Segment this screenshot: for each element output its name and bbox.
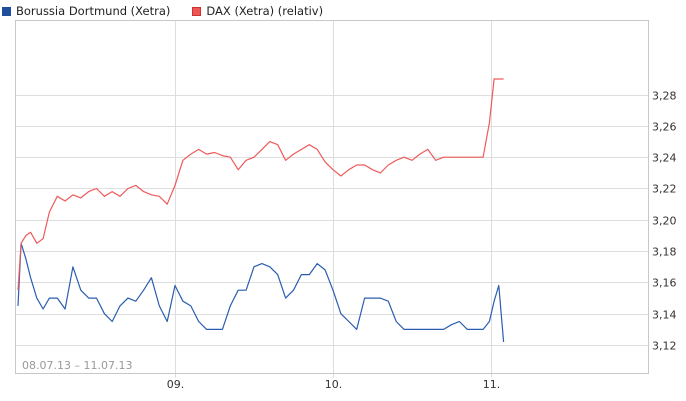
series-line-borussia[interactable] [17, 242, 505, 342]
legend-item-dax[interactable]: DAX (Xetra) (relativ) [192, 4, 323, 18]
legend-label: DAX (Xetra) (relativ) [206, 4, 324, 18]
legend-label: Borussia Dortmund (Xetra) [16, 4, 171, 18]
y-tick-label: 3,26 [652, 121, 677, 134]
y-tick-label: 3,24 [652, 152, 677, 165]
y-tick-label: 3,18 [652, 246, 677, 259]
legend-swatch-blue [2, 6, 11, 16]
series-line-dax[interactable] [17, 78, 504, 291]
series-layer [17, 78, 505, 342]
legend-swatch-red [192, 6, 202, 16]
legend-item-borussia[interactable]: Borussia Dortmund (Xetra) [2, 4, 170, 18]
y-tick-label: 3,14 [652, 309, 677, 322]
chart-legend: Borussia Dortmund (Xetra) DAX (Xetra) (r… [2, 3, 345, 19]
x-tick-label: 10. [325, 378, 343, 391]
plot-area-border [15, 20, 649, 374]
y-tick-label: 3,22 [652, 183, 677, 196]
x-axis-ticks: 09. 10. 11. [167, 378, 501, 391]
y-axis-ticks: 3,12 3,14 3,16 3,18 3,20 3,22 3,24 3,26 3,28 [652, 90, 677, 353]
y-tick-label: 3,20 [652, 215, 677, 228]
x-tick-label: 11. [483, 378, 501, 391]
y-tick-label: 3,28 [652, 90, 677, 103]
y-tick-label: 3,12 [652, 340, 677, 353]
date-range-label: 08.07.13 – 11.07.13 [22, 359, 132, 372]
y-tick-label: 3,16 [652, 277, 677, 290]
grid-lines [15, 20, 649, 378]
x-tick-label: 09. [167, 378, 185, 391]
